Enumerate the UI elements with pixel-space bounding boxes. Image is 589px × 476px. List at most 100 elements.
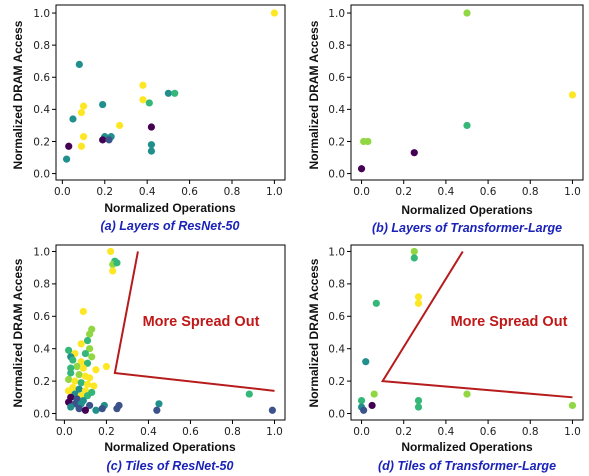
panel-caption: (b) Layers of Transformer-Large [372,221,562,235]
plot-frame [55,244,286,421]
scatter-point [268,406,276,414]
scatter-point [71,377,79,385]
scatter-point [357,165,366,173]
scatter-point [568,91,577,99]
scatter-point [86,330,94,338]
x-tick-label: 0.2 [98,426,115,438]
scatter-point [463,9,471,17]
y-tick-label: 0.8 [33,40,50,52]
panel-c: 0.0 0.2 0.4 0.6 0.8 1.0 0.0 0.2 0.4 0.6 0.8 1.0 Mo… [11,244,286,473]
y-tick-label: 0.8 [328,40,345,52]
y-tick-label: 0.4 [328,344,345,356]
panel-caption: (c) Tiles of ResNet-50 [107,459,234,473]
x-tick-label: 1.0 [564,186,581,198]
x-tick-label: 0.4 [438,426,455,438]
scatter-point [98,405,106,413]
y-tick-label: 1.0 [328,246,345,258]
y-ticks: 0.0 0.2 0.4 0.6 0.8 1.0 [33,246,56,420]
scatter-point [88,353,96,361]
scatter-point [113,259,121,267]
x-ticks: 0.0 0.2 0.4 0.6 0.8 1.0 [353,180,581,198]
scatter-point [79,307,87,316]
y-tick-label: 1.0 [33,246,50,258]
scatter-point [77,142,86,150]
scatter-point [77,379,85,387]
y-axis-label: Normalized DRAM Access [11,258,25,407]
scatter-point [75,405,83,413]
y-tick-label: 0.6 [33,311,50,323]
scatter-point [410,247,418,256]
scatter-point [147,123,156,131]
scatter-point [77,108,86,117]
scatter-point [155,400,163,408]
scatter-point [368,401,376,410]
scatter-point [568,401,577,410]
scatter-point [414,299,423,307]
x-tick-label: 0.2 [395,186,412,198]
scatter-point [83,392,92,400]
x-tick-label: 0.6 [182,426,199,438]
scatter-point [92,406,100,414]
y-tick-label: 0.2 [328,376,345,388]
x-tick-label: 0.6 [181,186,198,198]
y-tick-label: 0.0 [328,408,345,420]
scatter-point [410,254,418,262]
scatter-point [357,396,366,405]
scatter-point [79,133,88,141]
x-tick-label: 0.0 [353,186,370,198]
scatter-point [65,387,73,395]
panel-caption: (d) Tiles of Transformer-Large [378,459,556,473]
panel-caption: (a) Layers of ResNet-50 [101,219,240,233]
y-ticks: 0.0 0.2 0.4 0.6 0.8 1.0 [328,8,351,180]
scatter-point [77,358,85,366]
scatter-point [86,345,94,353]
y-tick-label: 0.2 [328,136,345,148]
x-tick-label: 0.6 [480,186,497,198]
x-tick-label: 1.0 [266,426,283,438]
scatter-point [65,346,73,354]
scatter-point [90,382,98,390]
scatter-point [414,396,423,405]
y-tick-label: 1.0 [328,8,345,20]
scatter-point [79,364,87,372]
y-tick-label: 0.4 [33,104,50,116]
x-tick-label: 0.2 [395,426,412,438]
y-axis-label: Normalized DRAM Access [307,258,321,407]
scatter-point [83,380,92,388]
y-tick-label: 0.6 [328,311,345,323]
scatter-point [145,99,153,107]
x-axis-label: Normalized Operations [104,440,236,454]
scatter-point [164,89,172,97]
scatter-point [99,136,107,144]
x-tick-label: 0.8 [522,426,539,438]
plot-frame [350,244,584,421]
panel-a: 0.0 0.2 0.4 0.6 0.8 1.0 0.0 0.2 0.4 0.6 0.8 1.0 No… [11,4,286,233]
scatter-point [115,401,123,410]
spread-out-boundary-line [380,250,573,399]
y-tick-label: 0.6 [33,72,50,84]
plot-frame [350,4,584,181]
scatter-point [83,337,92,345]
scatter-point [81,349,90,358]
scatter-point [116,121,124,130]
y-tick-label: 0.8 [33,279,50,291]
scatter-point [414,293,423,301]
scatter-points [357,247,577,414]
x-tick-label: 1.0 [564,426,581,438]
scatter-point [102,362,111,371]
x-tick-label: 0.8 [522,186,539,198]
scatter-point [245,390,253,398]
scatter-point [75,385,83,393]
y-tick-label: 0.4 [33,344,50,356]
scatter-point [63,155,71,163]
x-tick-label: 0.4 [140,426,157,438]
y-tick-label: 0.6 [328,72,345,84]
spread-out-boundary-line [113,251,275,392]
x-tick-label: 0.0 [54,186,71,198]
panel-b: 0.0 0.2 0.4 0.6 0.8 1.0 0.0 0.2 0.4 0.6 0.8 1.0 No… [307,4,584,235]
scatter-point [92,366,100,374]
y-tick-label: 0.0 [328,168,345,180]
y-axis-label: Normalized DRAM Access [307,20,321,169]
scatter-point [65,142,73,150]
